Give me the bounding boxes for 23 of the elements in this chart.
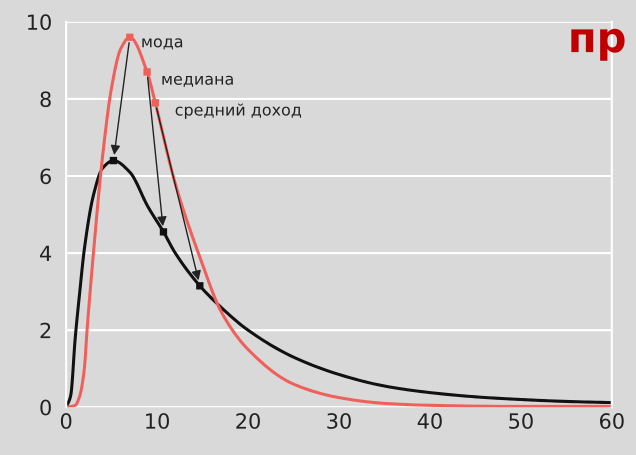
point [110, 156, 118, 164]
annotation: пр [571, 28, 625, 61]
y-tick-label: 4 [40, 246, 52, 261]
point [143, 68, 151, 76]
point [196, 282, 204, 290]
x-tick-label: 0 [60, 413, 72, 429]
point [152, 99, 159, 106]
annotation: средний доход [176, 103, 302, 119]
point [126, 34, 134, 41]
x-tick-label: 40 [418, 413, 442, 429]
x-tick-label: 20 [236, 413, 260, 429]
point [160, 228, 168, 236]
annotation: медиана [162, 76, 233, 87]
x-tick-label: 10 [146, 413, 169, 429]
x-tick-label: 60 [600, 413, 624, 429]
y-tick-label: 0 [40, 400, 51, 416]
y-tick-label: 10 [28, 14, 51, 30]
y-tick-label: 8 [40, 91, 51, 108]
x-tick-label: 30 [327, 413, 351, 429]
x-tick-label: 50 [509, 413, 533, 429]
y-tick-label: 2 [40, 322, 50, 338]
annotation: мода [142, 38, 182, 50]
y-tick-label: 6 [40, 168, 51, 184]
